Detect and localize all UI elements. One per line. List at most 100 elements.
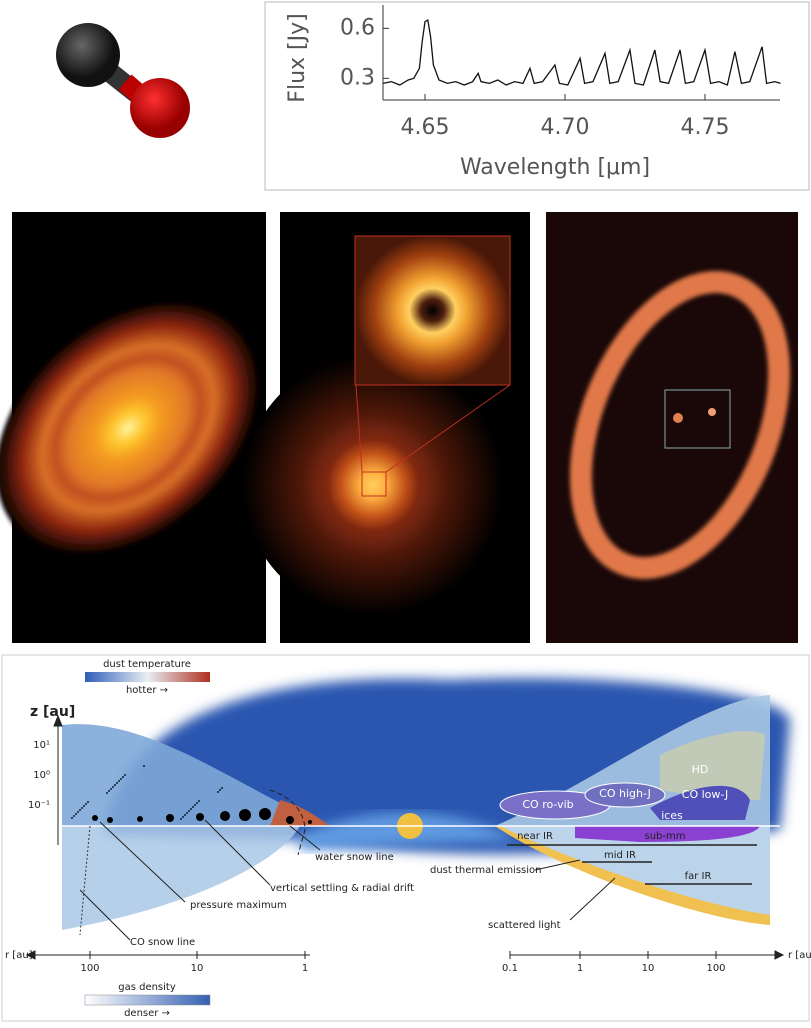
spectrum-panel <box>264 1 810 191</box>
grain <box>114 784 116 786</box>
r-axis-label: r [au] <box>5 950 33 961</box>
region-label: ices <box>661 809 683 822</box>
waveband-label: mid IR <box>604 850 636 861</box>
x-tick-label: 4.75 <box>680 115 729 140</box>
waveband-bars <box>507 844 757 885</box>
region-label: CO high-J <box>599 787 651 800</box>
grain <box>87 801 89 803</box>
grain <box>196 802 198 804</box>
x-tick-label: 4.70 <box>540 115 589 140</box>
left-wedge-bottom <box>62 826 300 930</box>
r-axis-label: r [au] <box>788 950 811 961</box>
co-molecule <box>56 23 190 138</box>
grain <box>221 787 223 789</box>
x-tick-label: 4.65 <box>401 115 450 140</box>
grain <box>83 805 85 807</box>
grain <box>92 815 98 821</box>
disk-image-3 <box>546 212 798 643</box>
grain <box>112 786 114 788</box>
grain <box>124 774 126 776</box>
z-tick-label: 10⁰ <box>33 770 50 781</box>
hd-region <box>660 731 765 800</box>
grain <box>308 820 312 824</box>
grain <box>217 791 219 793</box>
disk-image-1 <box>0 212 266 643</box>
region-label: HD <box>692 763 709 776</box>
grain <box>286 816 294 824</box>
grain <box>118 780 120 782</box>
grain <box>190 808 192 810</box>
grain <box>77 811 79 813</box>
annotation: dust thermal emission <box>430 865 542 876</box>
waveband-label: far IR <box>685 871 712 882</box>
disk-image-2 <box>243 212 530 643</box>
leader-lines <box>79 819 616 941</box>
waveband-label: near IR <box>517 831 553 842</box>
r-tick-label: 100 <box>706 963 725 974</box>
waveband-label: sub-mm <box>645 831 686 842</box>
grain <box>79 809 81 811</box>
r-tick-label: 1 <box>302 963 308 974</box>
co-low-j-region <box>650 785 750 820</box>
grain <box>106 792 108 794</box>
grain <box>219 789 221 791</box>
x-axis-label: Wavelength [μm] <box>460 155 650 180</box>
y-tick-label: 0.3 <box>340 65 375 90</box>
grain <box>196 813 204 821</box>
dust-grains <box>71 765 312 824</box>
annotation: vertical settling & radial drift <box>270 883 414 894</box>
grain <box>194 804 196 806</box>
grain <box>116 782 118 784</box>
right-wedge-bottom-inner <box>500 826 770 915</box>
colorbar-title: gas density <box>118 982 176 993</box>
grain <box>71 817 73 819</box>
grain <box>166 814 174 822</box>
hot-region <box>270 800 330 826</box>
grain <box>107 817 113 823</box>
grain <box>259 808 271 820</box>
annotation: scattered light <box>488 920 561 931</box>
sub-mm-region <box>575 826 760 842</box>
spectrum-chart: Flux [Jy] Wavelength [μm] 0.3 0.6 4.65 4.70… <box>285 5 781 180</box>
gas-colorbar <box>84 994 211 1006</box>
grain <box>108 790 110 792</box>
grain <box>81 807 83 809</box>
z-axis-label: z [au] <box>30 704 75 720</box>
grain <box>192 806 194 808</box>
co-high-j-region <box>584 782 666 808</box>
z-tick-label: 10⁻¹ <box>28 800 50 811</box>
grain <box>73 815 75 817</box>
colorbar-direction: hotter → <box>126 685 168 696</box>
r-tick-label: 10 <box>191 963 204 974</box>
z-tick-label: 10¹ <box>33 740 50 751</box>
y-axis-label: Flux [Jy] <box>285 13 310 102</box>
r-tick-label: 0.1 <box>502 963 518 974</box>
grain <box>186 812 188 814</box>
grain <box>143 765 145 767</box>
r-tick-label: 1 <box>577 963 583 974</box>
grain <box>188 810 190 812</box>
grain <box>198 800 200 802</box>
region-label: CO low-J <box>682 788 728 801</box>
annotation: pressure maximum <box>190 900 287 911</box>
grain <box>184 814 186 816</box>
grain <box>137 816 143 822</box>
y-tick-label: 0.6 <box>340 15 375 40</box>
region-label: CO ro-vib <box>522 798 573 811</box>
grain <box>110 788 112 790</box>
grain <box>180 818 182 820</box>
grain <box>120 778 122 780</box>
grain <box>85 803 87 805</box>
colorbar-title: dust temperature <box>103 659 191 670</box>
grain <box>75 813 77 815</box>
grain <box>122 776 124 778</box>
left-wedge-top <box>62 724 330 826</box>
annotation: CO snow line <box>130 937 195 948</box>
axes <box>25 714 785 960</box>
r-tick-label: 10 <box>642 963 655 974</box>
grain <box>239 809 251 821</box>
colorbar-direction: denser → <box>124 1008 170 1019</box>
r-tick-label: 100 <box>80 963 99 974</box>
grain <box>220 811 230 821</box>
